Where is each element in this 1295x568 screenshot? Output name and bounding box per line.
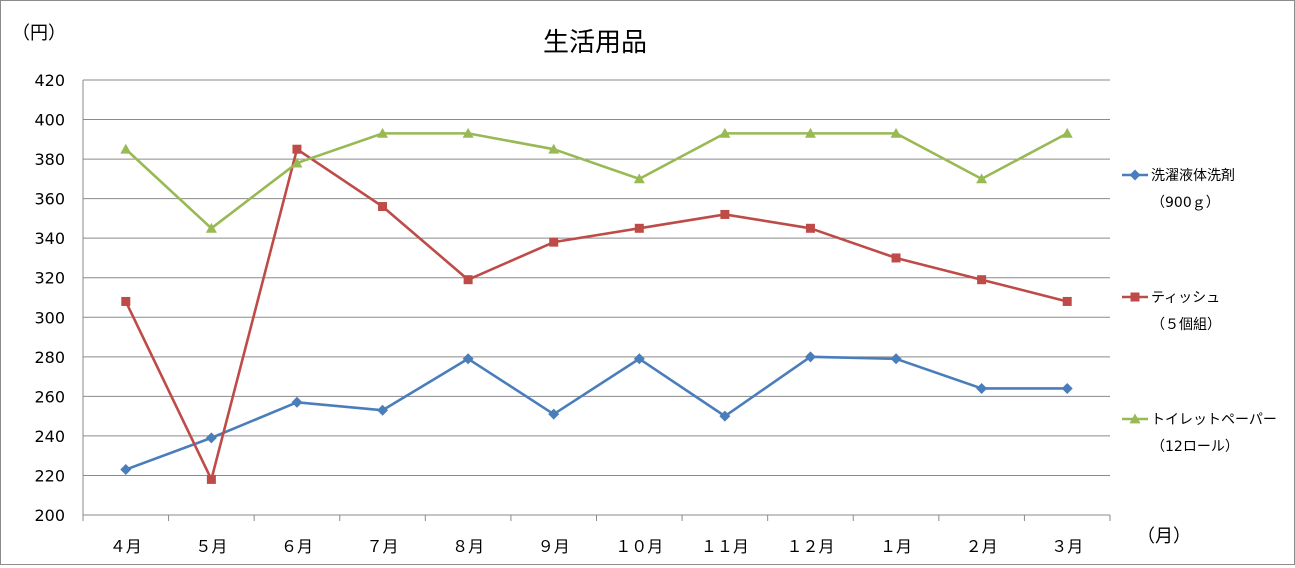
legend-sublabel: （12ロール） — [1151, 439, 1239, 455]
legend-item: トイレットペーパー （12ロール） — [1122, 412, 1277, 455]
x-tick-label: １１月 — [701, 537, 749, 556]
data-point — [805, 223, 815, 233]
data-point — [719, 127, 731, 138]
legend-swatch-marker — [1130, 292, 1140, 302]
series-line — [124, 132, 1068, 230]
series-2 — [121, 144, 1072, 484]
gridlines — [83, 79, 1110, 476]
y-tick-label: 420 — [34, 71, 65, 90]
y-axis-unit-label: （円） — [12, 23, 66, 44]
series-line — [124, 147, 1068, 481]
data-point — [548, 408, 560, 420]
data-point — [890, 353, 902, 365]
data-point — [1061, 127, 1073, 138]
legend: 洗濯液体洗剤 （900ｇ） ティッシュ （５個組） トイレットペーパー （12ロール） — [1122, 168, 1277, 455]
legend-label: 洗濯液体洗剤 — [1151, 168, 1235, 184]
data-point — [378, 202, 388, 212]
data-point — [804, 351, 816, 363]
legend-swatch-marker — [1129, 169, 1141, 181]
y-tick-label: 400 — [34, 111, 65, 130]
data-point — [1062, 296, 1072, 306]
x-tick-label: １０月 — [615, 537, 663, 556]
legend-label: トイレットペーパー — [1151, 412, 1277, 428]
y-tick-label: 200 — [34, 506, 65, 525]
data-point — [976, 173, 988, 184]
y-tick-label: 320 — [34, 269, 65, 288]
y-tick-label: 220 — [34, 466, 65, 485]
data-point — [120, 464, 132, 476]
y-tick-label: 380 — [34, 150, 65, 169]
series-3 — [120, 127, 1073, 233]
y-tick-label: 280 — [34, 348, 65, 367]
chart-title: 生活用品 — [543, 28, 647, 58]
y-tick-label: 260 — [34, 387, 65, 406]
data-point — [205, 432, 217, 444]
x-tick-label: ６月 — [281, 537, 313, 556]
data-point — [292, 144, 302, 154]
data-point — [121, 296, 131, 306]
y-axis-ticks: 200 220 240 260 280 300 320 340 360 380 400 420 — [34, 71, 65, 525]
x-tick-label: ８月 — [452, 537, 484, 556]
data-point — [205, 222, 217, 233]
data-point — [462, 127, 474, 138]
x-tick-label: １月 — [880, 537, 912, 556]
data-point — [549, 237, 559, 247]
data-point — [976, 382, 988, 394]
x-tick-label: ９月 — [538, 537, 570, 556]
data-point — [633, 353, 645, 365]
data-point — [719, 410, 731, 422]
data-point — [291, 157, 303, 168]
y-tick-label: 300 — [34, 308, 65, 327]
data-point — [633, 173, 645, 184]
legend-item: ティッシュ （５個組） — [1122, 290, 1221, 333]
data-point — [891, 253, 901, 263]
x-tick-label: ２月 — [966, 537, 998, 556]
x-tick-label: ４月 — [110, 537, 142, 556]
data-point — [291, 396, 303, 408]
data-point — [377, 127, 389, 138]
legend-sublabel: （900ｇ） — [1151, 195, 1220, 211]
data-point — [206, 474, 216, 484]
data-point — [462, 353, 474, 365]
legend-sublabel: （５個組） — [1151, 317, 1221, 333]
legend-item: 洗濯液体洗剤 （900ｇ） — [1122, 168, 1235, 211]
x-tick-label: ７月 — [367, 537, 399, 556]
axes — [82, 80, 1111, 521]
data-point — [634, 223, 644, 233]
data-point — [977, 275, 987, 285]
y-tick-label: 340 — [34, 229, 65, 248]
y-tick-label: 240 — [34, 427, 65, 446]
data-point — [1061, 382, 1073, 394]
data-point — [120, 143, 132, 154]
legend-label: ティッシュ — [1151, 290, 1220, 306]
data-point — [890, 127, 902, 138]
data-point — [548, 143, 560, 154]
x-axis-unit-label: （月） — [1137, 526, 1191, 547]
data-point — [804, 127, 816, 138]
series-1 — [120, 351, 1073, 476]
series-line — [125, 355, 1068, 471]
x-axis-ticks: ４月 ５月 ６月 ７月 ８月 ９月 １０月 １１月 １２月 １月 ２月 ３月 — [110, 537, 1083, 556]
x-tick-label: １２月 — [786, 537, 834, 556]
data-point — [377, 404, 389, 416]
x-tick-label: ５月 — [195, 537, 227, 556]
series-group — [120, 127, 1073, 484]
data-point — [463, 275, 473, 285]
data-point — [720, 209, 730, 219]
legend-swatch-marker — [1129, 413, 1141, 424]
y-tick-label: 360 — [34, 190, 65, 209]
x-tick-label: ３月 — [1051, 537, 1083, 556]
